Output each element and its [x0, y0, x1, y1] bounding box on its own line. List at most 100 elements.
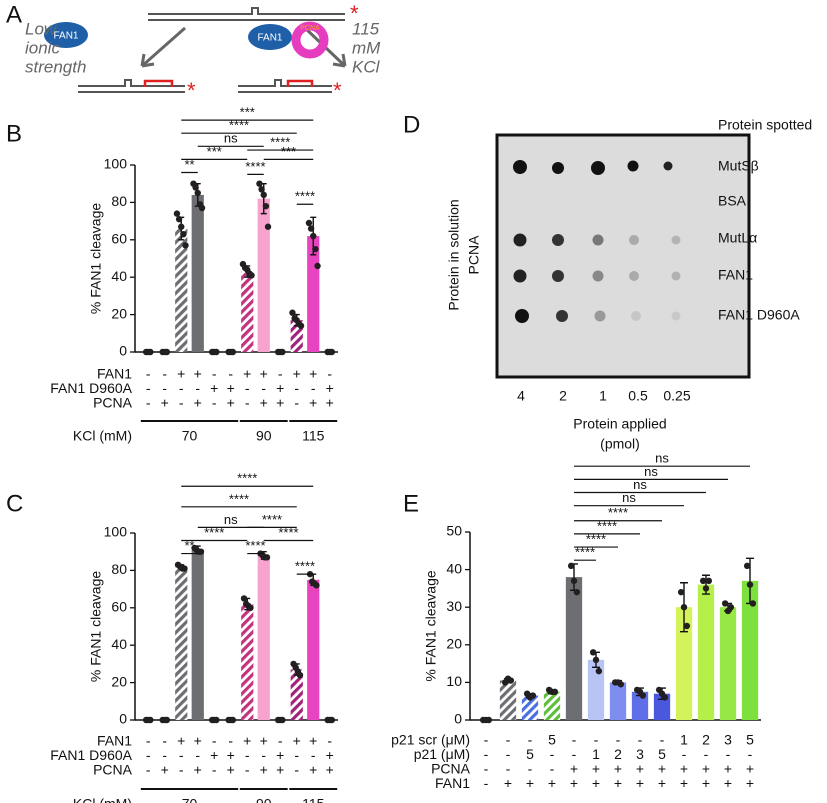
- condition-cell: +: [260, 733, 268, 749]
- condition-cell: -: [146, 395, 151, 411]
- data-point: [305, 219, 313, 227]
- side-label: Protein in solution: [446, 199, 462, 310]
- top-label: Protein spotted: [718, 117, 812, 133]
- bar: [565, 577, 583, 720]
- condition-cell: -: [484, 775, 489, 791]
- bar: [257, 198, 270, 352]
- condition-cell: -: [212, 733, 217, 749]
- condition-cell: -: [726, 746, 731, 762]
- data-point: [163, 716, 171, 724]
- significance-label: ***: [207, 144, 222, 159]
- dot: [671, 235, 681, 245]
- condition-label: PCNA: [431, 761, 471, 777]
- condition-label: FAN1: [97, 366, 132, 382]
- right-label: 115: [352, 19, 380, 38]
- group-label: 70: [182, 428, 198, 444]
- data-point: [328, 716, 336, 724]
- condition-cell: -: [660, 732, 665, 748]
- bar: [521, 695, 539, 720]
- condition-cell: -: [550, 761, 555, 777]
- condition-cell: +: [570, 775, 578, 791]
- condition-cell: +: [260, 762, 268, 778]
- gap: [286, 79, 314, 87]
- panel-letter: C: [6, 490, 23, 517]
- data-point: [178, 223, 185, 230]
- dot: [513, 269, 527, 283]
- pcna-ring: [291, 21, 329, 59]
- row-label: FAN1 D960A: [718, 307, 800, 323]
- condition-cell: +: [243, 733, 251, 749]
- row-label: MutLα: [718, 230, 757, 246]
- y-tick-label: 10: [446, 673, 462, 689]
- data-point: [262, 202, 270, 210]
- condition-cell: +: [680, 775, 688, 791]
- condition-cell: +: [227, 395, 235, 411]
- panel-letter: A: [6, 1, 22, 28]
- condition-cell: +: [702, 775, 710, 791]
- condition-cell: -: [682, 746, 687, 762]
- significance-label: ns: [224, 131, 238, 146]
- condition-cell: +: [680, 761, 688, 777]
- condition-cell: +: [243, 366, 251, 382]
- gap: [143, 79, 174, 87]
- condition-cell: +: [276, 762, 284, 778]
- dot: [594, 310, 606, 322]
- dot: [671, 271, 681, 281]
- condition-cell: +: [194, 733, 202, 749]
- data-point: [573, 588, 581, 596]
- condition-cell: -: [294, 762, 299, 778]
- dna: [78, 79, 185, 93]
- data-point: [297, 322, 305, 330]
- significance-label: ns: [644, 464, 658, 479]
- right-label: KCl: [352, 57, 381, 76]
- group-axis-label: KCl (mM): [73, 796, 132, 803]
- y-tick-label: 0: [119, 711, 127, 727]
- condition-cell: -: [162, 366, 167, 382]
- column-label: 0.25: [663, 388, 690, 404]
- data-point: [312, 245, 319, 253]
- data-point: [749, 600, 757, 607]
- condition-cell: +: [309, 733, 317, 749]
- condition-cell: -: [616, 732, 621, 748]
- condition-cell: -: [294, 395, 299, 411]
- condition-cell: +: [326, 762, 334, 778]
- data-point: [213, 716, 220, 724]
- data-point: [661, 694, 669, 701]
- condition-cell: +: [326, 380, 334, 396]
- bar: [241, 271, 254, 352]
- condition-cell: -: [484, 761, 489, 777]
- condition-cell: -: [245, 395, 250, 411]
- star: *: [350, 1, 359, 26]
- condition-cell: -: [162, 733, 167, 749]
- data-point: [683, 622, 691, 630]
- y-tick-label: 20: [111, 305, 127, 321]
- condition-cell: +: [210, 380, 218, 396]
- condition-cell: -: [294, 380, 299, 396]
- dot: [552, 234, 564, 246]
- condition-cell: +: [724, 775, 732, 791]
- data-point: [705, 577, 713, 585]
- group-label: 115: [302, 796, 325, 803]
- data-point: [721, 600, 729, 607]
- data-point: [248, 272, 255, 279]
- bar: [175, 566, 188, 720]
- dot: [629, 271, 639, 281]
- significance-label: ****: [245, 538, 265, 553]
- bar: [543, 691, 561, 720]
- column-label: 1: [599, 388, 607, 404]
- significance-label: ****: [597, 518, 617, 533]
- dot: [515, 309, 529, 323]
- significance-label: ****: [270, 134, 290, 149]
- y-tick-label: 100: [104, 524, 128, 540]
- side-sublabel: PCNA: [466, 235, 482, 275]
- condition-cell: +: [161, 762, 169, 778]
- dots: [513, 160, 681, 323]
- data-point: [595, 667, 603, 675]
- column-label: 2: [559, 388, 567, 404]
- condition-label: PCNA: [93, 762, 133, 778]
- bar: [697, 584, 715, 720]
- bar: [741, 580, 759, 720]
- x-label: Protein applied: [573, 416, 666, 432]
- data-point: [147, 716, 154, 724]
